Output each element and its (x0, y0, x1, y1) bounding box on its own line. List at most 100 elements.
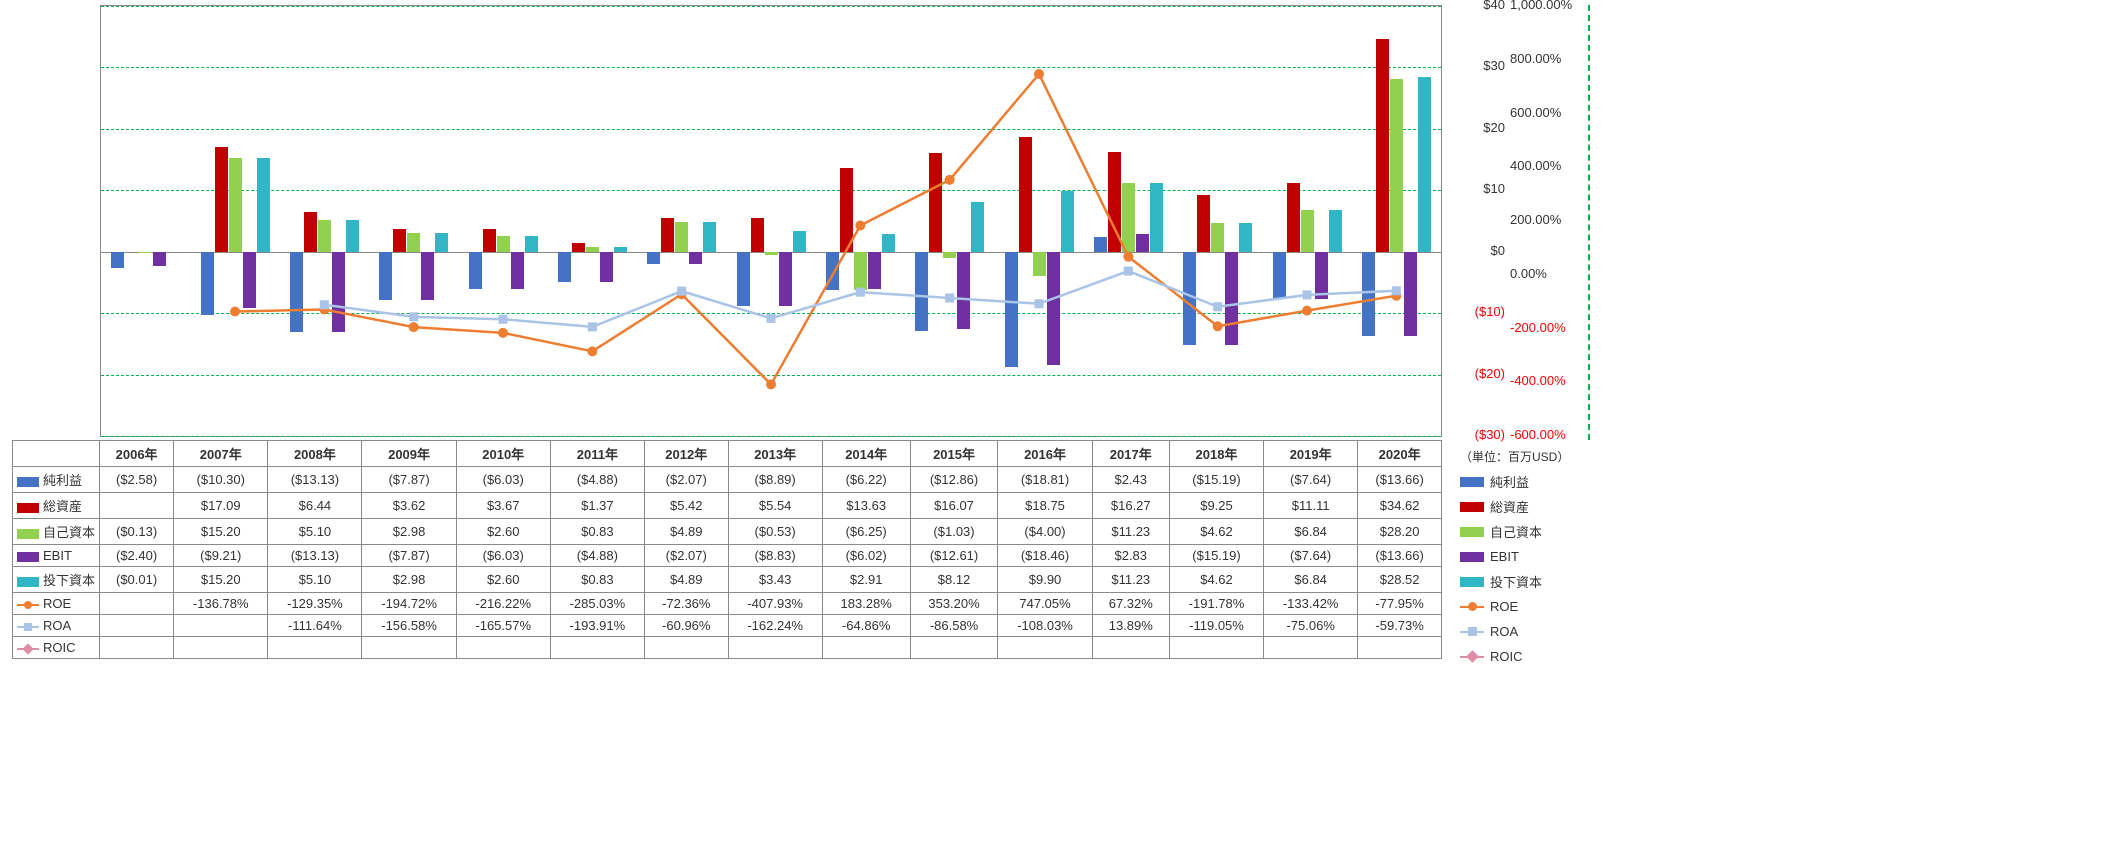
bar-equity (1390, 79, 1403, 252)
table-cell (910, 637, 998, 659)
table-cell: -129.35% (268, 593, 362, 615)
table-year-header: 2019年 (1264, 441, 1358, 467)
series-swatch (17, 503, 39, 513)
bar-total_assets (483, 229, 496, 252)
table-cell: ($10.30) (174, 467, 268, 493)
bar-total_assets (751, 218, 764, 252)
legend-swatch (1460, 656, 1484, 658)
bar-ebit (779, 252, 792, 306)
table-cell: $2.98 (362, 567, 456, 593)
series-swatch (17, 648, 39, 650)
table-cell: ($8.83) (728, 545, 822, 567)
bar-ebit (511, 252, 524, 289)
table-cell: ($9.21) (174, 545, 268, 567)
bar-net_income (201, 252, 214, 315)
bar-total_assets (661, 218, 674, 251)
table-cell: $3.62 (362, 493, 456, 519)
bar-ebit (600, 252, 613, 282)
table-cell: ($2.40) (100, 545, 174, 567)
table-cell: -407.93% (728, 593, 822, 615)
table-row: ROA-111.64%-156.58%-165.57%-193.91%-60.9… (13, 615, 1442, 637)
table-cell: 353.20% (910, 593, 998, 615)
table-cell: ($12.86) (910, 467, 998, 493)
table-cell: $5.42 (644, 493, 728, 519)
row-label: ROIC (13, 637, 100, 659)
table-cell: $15.20 (174, 519, 268, 545)
y2-tick-label: -400.00% (1510, 373, 1566, 388)
bar-equity (943, 252, 956, 258)
table-cell (1169, 637, 1263, 659)
y1-tick-label: ($10) (1475, 304, 1505, 319)
y1-tick-label: $30 (1483, 58, 1505, 73)
table-cell: $1.37 (550, 493, 644, 519)
table-cell: ($18.81) (998, 467, 1092, 493)
table-cell: ($2.07) (644, 545, 728, 567)
series-label: 投下資本 (43, 573, 95, 588)
bar-equity (139, 252, 152, 253)
bar-equity (765, 252, 778, 255)
table-cell: 13.89% (1092, 615, 1169, 637)
table-cell: ($7.64) (1264, 467, 1358, 493)
series-label: ROE (43, 596, 71, 611)
legend-label: ROA (1490, 624, 1518, 639)
table-cell: ($8.89) (728, 467, 822, 493)
table-cell: $9.90 (998, 567, 1092, 593)
table-cell: ($0.53) (728, 519, 822, 545)
bar-net_income (737, 252, 750, 307)
table-cell: $4.89 (644, 567, 728, 593)
bar-net_income (469, 252, 482, 289)
table-cell: ($2.58) (100, 467, 174, 493)
bar-equity (1122, 183, 1135, 252)
series-swatch (17, 604, 39, 606)
table-cell: $34.62 (1358, 493, 1442, 519)
table-cell: -75.06% (1264, 615, 1358, 637)
table-cell: ($4.88) (550, 467, 644, 493)
bar-ebit (1136, 234, 1149, 251)
table-cell: $15.20 (174, 567, 268, 593)
legend-item: 総資産 (1460, 494, 1620, 519)
table-cell: $16.07 (910, 493, 998, 519)
legend-swatch (1460, 606, 1484, 608)
table-cell: $6.84 (1264, 567, 1358, 593)
table-year-header: 2020年 (1358, 441, 1442, 467)
table-cell: ($13.13) (268, 467, 362, 493)
bar-net_income (915, 252, 928, 331)
table-year-header: 2017年 (1092, 441, 1169, 467)
table-row: 純利益($2.58)($10.30)($13.13)($7.87)($6.03)… (13, 467, 1442, 493)
table-cell: ($6.22) (822, 467, 910, 493)
table-cell: $2.43 (1092, 467, 1169, 493)
legend-item: 自己資本 (1460, 519, 1620, 544)
bar-total_assets (572, 243, 585, 251)
table-cell: -64.86% (822, 615, 910, 637)
table-cell: ($4.88) (550, 545, 644, 567)
table-row: 投下資本($0.01)$15.20$5.10$2.98$2.60$0.83$4.… (13, 567, 1442, 593)
table-cell: $5.54 (728, 493, 822, 519)
table-cell: $3.67 (456, 493, 550, 519)
table-row: ROE-136.78%-129.35%-194.72%-216.22%-285.… (13, 593, 1442, 615)
table-cell: 67.32% (1092, 593, 1169, 615)
table-cell: $2.83 (1092, 545, 1169, 567)
table-cell: -194.72% (362, 593, 456, 615)
table-cell: $5.10 (268, 567, 362, 593)
bar-total_assets (304, 212, 317, 252)
table-cell: $2.91 (822, 567, 910, 593)
series-label: 総資産 (43, 499, 82, 514)
bar-equity (1301, 210, 1314, 252)
table-cell: $9.25 (1169, 493, 1263, 519)
bar-equity (407, 233, 420, 251)
bar-ebit (153, 252, 166, 267)
table-year-header: 2006年 (100, 441, 174, 467)
bar-total_assets (393, 229, 406, 251)
table-cell: -285.03% (550, 593, 644, 615)
y1-tick-label: $0 (1491, 243, 1505, 258)
table-cell: ($6.25) (822, 519, 910, 545)
bar-invested (435, 233, 448, 251)
series-swatch (17, 577, 39, 587)
table-year-header: 2015年 (910, 441, 998, 467)
table-row: EBIT($2.40)($9.21)($13.13)($7.87)($6.03)… (13, 545, 1442, 567)
table-cell (550, 637, 644, 659)
bar-net_income (1362, 252, 1375, 336)
table-cell: $6.44 (268, 493, 362, 519)
y2-tick-label: 200.00% (1510, 212, 1561, 227)
y1-tick-label: ($20) (1475, 366, 1505, 381)
